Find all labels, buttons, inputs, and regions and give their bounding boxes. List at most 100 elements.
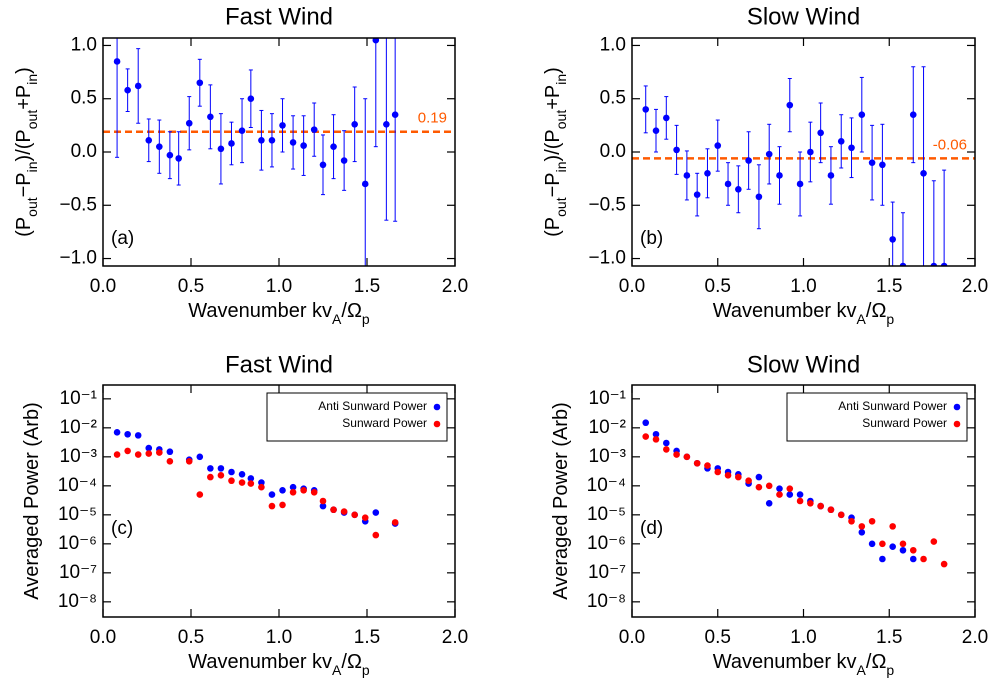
y-tick-label: 10⁻³: [60, 446, 98, 467]
y-axis-label-part: out: [24, 197, 40, 217]
point: [693, 191, 701, 198]
point: [724, 180, 732, 188]
x-tick-label: 2.0: [962, 627, 988, 648]
legend-box: [786, 392, 968, 442]
y-axis-label-part: ): [13, 67, 35, 74]
point: [755, 193, 763, 201]
y-tick-label: 0.0: [600, 141, 626, 162]
point: [145, 136, 153, 144]
point: [899, 540, 907, 548]
point: [330, 143, 337, 150]
point: [920, 555, 927, 563]
y-axis-label: Averaged Power (Arb): [550, 402, 572, 600]
point: [940, 560, 948, 568]
point: [372, 531, 380, 539]
y-axis-label-part: out: [24, 110, 40, 130]
y-tick-label: −0.5: [588, 194, 626, 215]
y-axis-label-part: in: [24, 74, 40, 85]
x-tick-label: 0.0: [90, 627, 116, 648]
point: [207, 113, 214, 121]
point: [383, 120, 390, 128]
x-axis-label-part: Wavenumber kv: [188, 300, 332, 322]
point: [652, 436, 660, 443]
point: [940, 262, 948, 266]
y-axis-label-part: out: [553, 110, 569, 130]
y-tick-label: 10⁻⁸: [58, 591, 97, 612]
point: [663, 439, 670, 447]
point: [289, 488, 297, 496]
y-tick-label: −0.5: [59, 194, 97, 215]
panel-label: (d): [640, 518, 663, 539]
y-tick-label: 10⁻¹: [60, 388, 98, 409]
point: [837, 138, 845, 145]
y-axis-label-part: in: [24, 161, 40, 172]
point: [837, 511, 845, 519]
x-axis-label-part: /Ω: [866, 651, 887, 673]
point: [879, 161, 886, 169]
point: [134, 451, 142, 458]
plot-frame: [631, 384, 976, 618]
y-axis-label-part: ): [542, 67, 564, 74]
point: [776, 485, 783, 492]
point: [134, 432, 142, 439]
y-axis-label: (Pout−Pin)/(Pout+Pin): [542, 67, 568, 237]
legend-marker: [953, 420, 961, 428]
y-axis-label-part: −P: [542, 172, 564, 197]
point: [238, 479, 246, 486]
y-axis-label-part: Averaged Power (Arb): [550, 402, 572, 600]
point: [319, 497, 327, 505]
point: [156, 143, 163, 150]
point: [372, 509, 380, 516]
point: [372, 38, 380, 44]
point: [673, 146, 680, 154]
point: [279, 122, 286, 129]
point: [817, 129, 824, 137]
x-axis-label-part: A: [857, 662, 867, 678]
legend-marker: [953, 403, 961, 411]
point: [217, 465, 225, 472]
point: [848, 517, 855, 525]
point: [745, 157, 752, 164]
point: [156, 449, 163, 456]
point: [776, 172, 783, 179]
legend-label: Anti Sunward Power: [838, 399, 947, 413]
point: [319, 502, 327, 510]
y-axis-label-part: +P: [13, 85, 35, 110]
point: [909, 111, 917, 119]
point: [930, 538, 938, 545]
y-tick-label: 10⁻⁷: [588, 562, 626, 583]
point: [268, 491, 276, 498]
point: [145, 450, 153, 457]
point: [827, 172, 835, 179]
point: [930, 262, 938, 266]
x-axis-label-part: Wavenumber kv: [713, 651, 857, 673]
chart-title: Slow Wind: [747, 3, 860, 30]
point: [765, 482, 773, 490]
y-axis-label-part: in: [553, 74, 569, 85]
y-tick-label: 0.5: [71, 88, 97, 109]
x-tick-label: 1.5: [876, 627, 902, 648]
y-axis-label-part: )/(P: [542, 129, 564, 161]
point: [858, 111, 866, 119]
point: [340, 157, 348, 164]
point: [858, 528, 866, 536]
point: [361, 180, 369, 188]
chart-title: Fast Wind: [225, 351, 333, 378]
point: [196, 491, 204, 498]
y-tick-label: 0.0: [71, 141, 97, 162]
x-axis-label-part: A: [332, 311, 342, 327]
point: [185, 458, 193, 465]
point: [755, 473, 763, 481]
x-tick-label: 0.5: [705, 627, 731, 648]
point: [247, 95, 255, 103]
x-tick-label: 2.0: [442, 627, 468, 648]
point: [238, 127, 246, 134]
point: [310, 488, 318, 496]
x-tick-label: 1.0: [266, 276, 292, 297]
point: [217, 145, 225, 153]
point: [124, 430, 131, 438]
x-tick-label: 1.5: [354, 627, 380, 648]
point: [247, 475, 255, 482]
point: [124, 86, 131, 94]
point: [889, 523, 896, 530]
